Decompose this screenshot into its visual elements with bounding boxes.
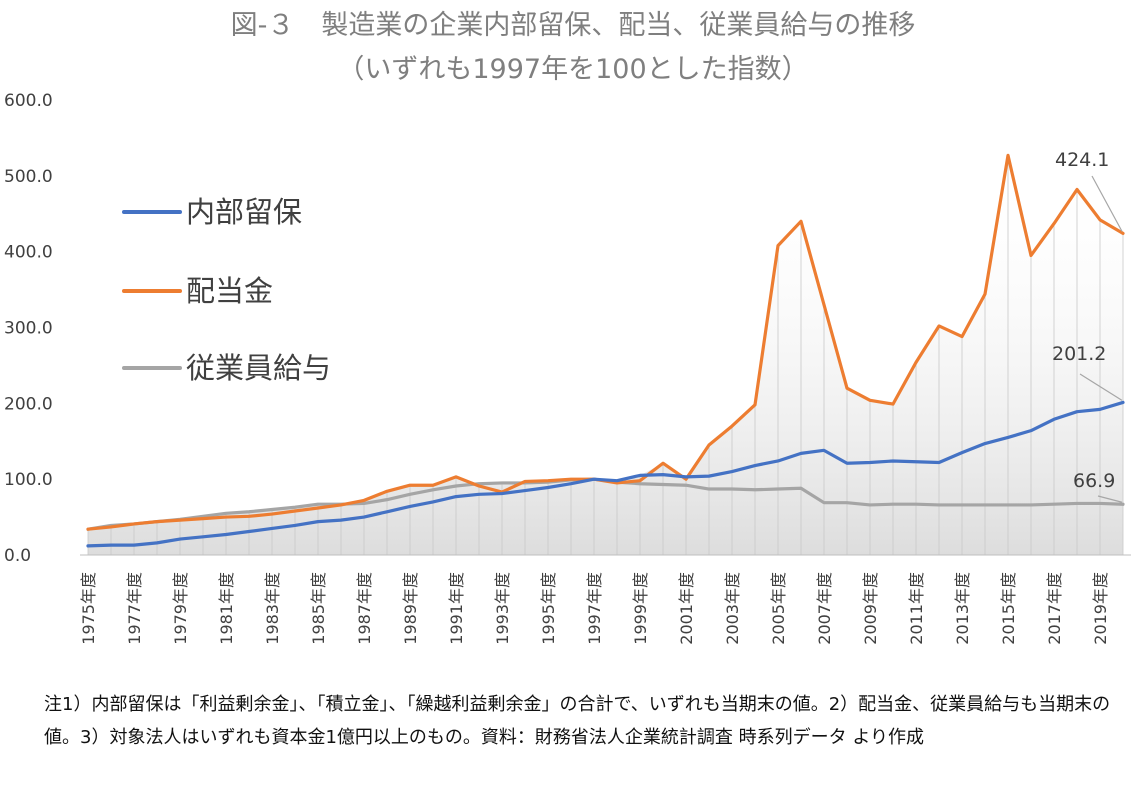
legend-label: 内部留保 bbox=[186, 195, 302, 229]
x-tick-label: 2017年度 bbox=[1045, 572, 1064, 645]
x-tick-label: 1997年度 bbox=[585, 572, 604, 645]
x-tick-label: 2005年度 bbox=[769, 572, 788, 645]
y-axis: 0.0 100.0 200.0 300.0 400.0 500.0 600.0 bbox=[4, 91, 53, 566]
x-tick-label: 1975年度 bbox=[79, 572, 98, 645]
y-tick-label: 300.0 bbox=[4, 319, 53, 339]
callout-leader bbox=[1079, 373, 1123, 401]
series-lines bbox=[86, 153, 1125, 548]
callout-leader bbox=[1091, 175, 1123, 232]
x-tick-label: 1981年度 bbox=[217, 572, 236, 645]
callout-label: 424.1 bbox=[1055, 149, 1109, 171]
y-tick-label: 200.0 bbox=[4, 394, 53, 414]
callout-label: 66.9 bbox=[1073, 470, 1115, 492]
x-tick-label: 1991年度 bbox=[447, 572, 466, 645]
x-tick-label: 2003年度 bbox=[723, 572, 742, 645]
y-tick-label: 500.0 bbox=[4, 167, 53, 187]
callout-label: 201.2 bbox=[1052, 343, 1106, 365]
x-tick-label: 1983年度 bbox=[263, 572, 282, 645]
x-axis: 1975年度 1977年度 1979年度 1981年度 1983年度 1985年度 1987… bbox=[79, 572, 1110, 645]
x-tick-label: 1989年度 bbox=[401, 572, 420, 645]
footnote: 注1）内部留保は「利益剰余金」、「積立金」、「繰越利益剰余金」の合計で、いずれも… bbox=[44, 694, 1111, 748]
x-tick-label: 1999年度 bbox=[631, 572, 650, 645]
x-tick-label: 2009年度 bbox=[861, 572, 880, 645]
y-tick-label: 100.0 bbox=[4, 470, 53, 490]
legend-label: 配当金 bbox=[186, 274, 273, 308]
series-line-1 bbox=[86, 400, 1125, 548]
x-tick-label: 1987年度 bbox=[355, 572, 374, 645]
area-shape bbox=[88, 155, 1123, 556]
callouts: 424.1 201.2 66.9 bbox=[1052, 149, 1123, 503]
x-tick-label: 2011年度 bbox=[907, 572, 926, 645]
vertical-gridlines bbox=[87, 155, 1124, 555]
x-tick-label: 2015年度 bbox=[999, 572, 1018, 645]
x-tick-label: 1977年度 bbox=[125, 572, 144, 645]
x-tick-label: 2013年度 bbox=[953, 572, 972, 645]
y-tick-label: 400.0 bbox=[4, 243, 53, 263]
x-tick-label: 1979年度 bbox=[171, 572, 190, 645]
x-tick-label: 2001年度 bbox=[677, 572, 696, 645]
chart-title: 図-３ 製造業の企業内部留保、配当、従業員給与の推移 bbox=[231, 10, 916, 41]
x-tick-label: 2019年度 bbox=[1091, 572, 1110, 645]
chart-subtitle: （いずれも1997年を100とした指数） bbox=[337, 54, 808, 85]
x-tick-label: 1995年度 bbox=[539, 572, 558, 645]
y-tick-label: 0.0 bbox=[4, 546, 31, 566]
x-tick-label: 1985年度 bbox=[309, 572, 328, 645]
callout-leader bbox=[1097, 495, 1123, 503]
x-tick-label: 1993年度 bbox=[493, 572, 512, 645]
chart: 図-３ 製造業の企業内部留保、配当、従業員給与の推移 （いずれも1997年を10… bbox=[4, 10, 1131, 645]
legend-label: 従業員給与 bbox=[186, 351, 331, 385]
y-tick-label: 600.0 bbox=[4, 91, 53, 111]
area-fill bbox=[88, 155, 1123, 556]
x-tick-label: 2007年度 bbox=[815, 572, 834, 645]
